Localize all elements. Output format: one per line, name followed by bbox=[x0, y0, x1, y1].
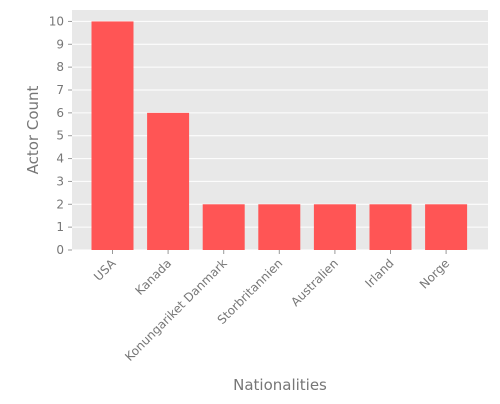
y-axis-ticks: 0 1 2 3 4 5 6 7 8 9 10 bbox=[49, 14, 72, 257]
bar bbox=[202, 204, 245, 250]
x-axis-label: Nationalities bbox=[233, 376, 327, 394]
x-tick-label: Kanada bbox=[133, 256, 175, 298]
bar bbox=[425, 204, 468, 250]
y-tick-label: 4 bbox=[56, 152, 64, 166]
x-tick-label: Australien bbox=[288, 256, 341, 309]
bars bbox=[91, 21, 468, 250]
x-tick-label: Norge bbox=[417, 256, 452, 291]
y-tick-label: 3 bbox=[56, 174, 64, 188]
bar bbox=[258, 204, 301, 250]
x-tick-label: USA bbox=[91, 256, 119, 284]
bar bbox=[369, 204, 412, 250]
y-tick-label: 0 bbox=[56, 243, 64, 257]
bar bbox=[91, 21, 134, 250]
x-tick-label: Irland bbox=[362, 256, 396, 290]
y-axis-label: Actor Count bbox=[24, 85, 42, 174]
y-tick-label: 10 bbox=[49, 14, 64, 28]
y-tick-label: 1 bbox=[56, 220, 64, 234]
y-tick-label: 8 bbox=[56, 60, 64, 74]
y-tick-label: 7 bbox=[56, 83, 64, 97]
y-tick-label: 5 bbox=[56, 129, 64, 143]
y-tick-label: 9 bbox=[56, 37, 64, 51]
bar bbox=[147, 112, 190, 250]
y-tick-label: 6 bbox=[56, 106, 64, 120]
y-tick-label: 2 bbox=[56, 197, 64, 211]
x-tick-label: Konungariket Danmark bbox=[122, 256, 230, 364]
bar bbox=[313, 204, 356, 250]
